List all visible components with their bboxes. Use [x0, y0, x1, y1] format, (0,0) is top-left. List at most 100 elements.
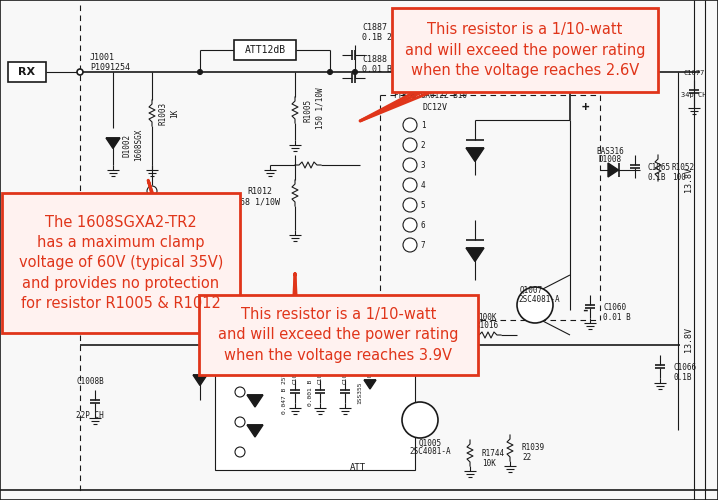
Circle shape: [235, 387, 245, 397]
Text: 0.1B 25V: 0.1B 25V: [362, 34, 402, 42]
Circle shape: [403, 158, 417, 172]
Text: 6: 6: [421, 220, 425, 230]
Text: J1001: J1001: [90, 54, 115, 62]
Text: 68 1/10W: 68 1/10W: [240, 198, 280, 206]
Circle shape: [327, 70, 332, 74]
Text: C1060: C1060: [603, 304, 626, 312]
Bar: [215, 370, 415, 470]
Text: +: +: [582, 102, 589, 114]
FancyBboxPatch shape: [2, 193, 240, 333]
Text: RX: RX: [19, 67, 36, 77]
Text: ATT12dB: ATT12dB: [244, 45, 286, 55]
Text: R1012: R1012: [248, 188, 273, 196]
Circle shape: [235, 447, 245, 457]
Text: Q1005: Q1005: [419, 438, 442, 448]
Text: 34p CH: 34p CH: [681, 92, 707, 98]
Text: 0.001 B: 0.001 B: [307, 380, 312, 406]
Text: R1003: R1003: [159, 102, 167, 124]
Text: R1052: R1052: [672, 164, 695, 172]
Text: C1026: C1026: [342, 366, 348, 384]
Circle shape: [403, 178, 417, 192]
Text: 1SS355: 1SS355: [358, 382, 363, 404]
Text: C1065: C1065: [648, 164, 671, 172]
Text: C1008B: C1008B: [76, 378, 104, 386]
Circle shape: [403, 118, 417, 132]
Text: D1008: D1008: [598, 156, 622, 164]
Text: 1SS372: 1SS372: [205, 368, 233, 378]
Text: C1017: C1017: [292, 366, 297, 384]
Text: This resistor is a 1/10-watt
and will exceed the power rating
when the voltage r: This resistor is a 1/10-watt and will ex…: [405, 22, 645, 78]
Text: 0.1B: 0.1B: [673, 374, 691, 382]
Text: 300U: 300U: [123, 200, 131, 219]
Text: DC12V: DC12V: [422, 102, 447, 112]
Polygon shape: [106, 138, 120, 148]
Text: 100K: 100K: [477, 314, 496, 322]
Circle shape: [517, 287, 553, 323]
FancyBboxPatch shape: [199, 295, 478, 375]
Polygon shape: [247, 395, 263, 407]
Circle shape: [402, 402, 438, 438]
Text: RL1001: RL1001: [415, 80, 445, 90]
Text: D1006: D1006: [368, 366, 373, 384]
Text: D1: D1: [210, 358, 219, 366]
Text: C1025: C1025: [317, 366, 322, 384]
Text: R1039: R1039: [522, 444, 545, 452]
Circle shape: [235, 417, 245, 427]
Text: 5: 5: [421, 200, 425, 209]
FancyBboxPatch shape: [392, 8, 658, 92]
Text: C1888: C1888: [362, 56, 387, 64]
Circle shape: [197, 70, 202, 74]
Text: 100: 100: [672, 174, 686, 182]
Text: 13.8V: 13.8V: [684, 168, 692, 192]
Polygon shape: [364, 380, 376, 389]
Text: 4: 4: [421, 180, 425, 190]
Text: BAS316: BAS316: [596, 148, 624, 156]
Text: 0.047 B 25V: 0.047 B 25V: [282, 372, 287, 414]
Text: 150 1/10W: 150 1/10W: [315, 87, 325, 129]
Text: 10K: 10K: [482, 458, 496, 468]
Text: D1002: D1002: [123, 134, 131, 156]
Text: 0.01 B: 0.01 B: [603, 314, 630, 322]
Text: FTR-B3GA012Z-B10: FTR-B3GA012Z-B10: [393, 90, 467, 100]
Text: The 1608SGXA2-TR2
has a maximum clamp
voltage of 60V (typical 35V)
and provides : The 1608SGXA2-TR2 has a maximum clamp vo…: [19, 214, 223, 312]
Polygon shape: [247, 425, 263, 437]
Text: Q1007: Q1007: [520, 286, 543, 294]
Text: L1001: L1001: [134, 198, 142, 222]
Polygon shape: [466, 248, 484, 262]
Text: C1077: C1077: [684, 70, 704, 76]
Circle shape: [147, 222, 157, 232]
Circle shape: [77, 69, 83, 75]
Text: 0.1B: 0.1B: [648, 174, 666, 182]
Bar: [234, 40, 296, 60]
Text: R1016: R1016: [475, 322, 498, 330]
Text: 1: 1: [421, 120, 425, 130]
Text: 7: 7: [421, 240, 425, 250]
Bar: [8, 62, 46, 82]
Text: This resistor is a 1/10-watt
and will exceed the power rating
when the voltage r: This resistor is a 1/10-watt and will ex…: [218, 307, 459, 363]
Circle shape: [403, 218, 417, 232]
Polygon shape: [608, 163, 618, 177]
Text: 2SC4081-A: 2SC4081-A: [518, 296, 559, 304]
Text: P1091254: P1091254: [90, 62, 130, 72]
Circle shape: [147, 210, 157, 220]
Circle shape: [403, 138, 417, 152]
Text: R1744: R1744: [482, 448, 505, 458]
Text: 3: 3: [421, 160, 425, 170]
Text: 0.01 B: 0.01 B: [362, 66, 392, 74]
Polygon shape: [466, 148, 484, 162]
Circle shape: [147, 186, 157, 196]
Circle shape: [403, 238, 417, 252]
Text: 13.8V: 13.8V: [684, 328, 692, 352]
Text: 22: 22: [522, 454, 531, 462]
Polygon shape: [193, 375, 207, 386]
Circle shape: [147, 198, 157, 208]
Text: -: -: [582, 304, 589, 316]
Text: 22P CH: 22P CH: [76, 410, 104, 420]
Text: 2SC4081-A: 2SC4081-A: [409, 448, 451, 456]
Text: 1608SGX: 1608SGX: [134, 129, 144, 161]
Circle shape: [353, 70, 358, 74]
Text: ATT: ATT: [350, 464, 366, 472]
Text: C1066: C1066: [673, 364, 696, 372]
Circle shape: [403, 198, 417, 212]
Text: 2: 2: [421, 140, 425, 149]
